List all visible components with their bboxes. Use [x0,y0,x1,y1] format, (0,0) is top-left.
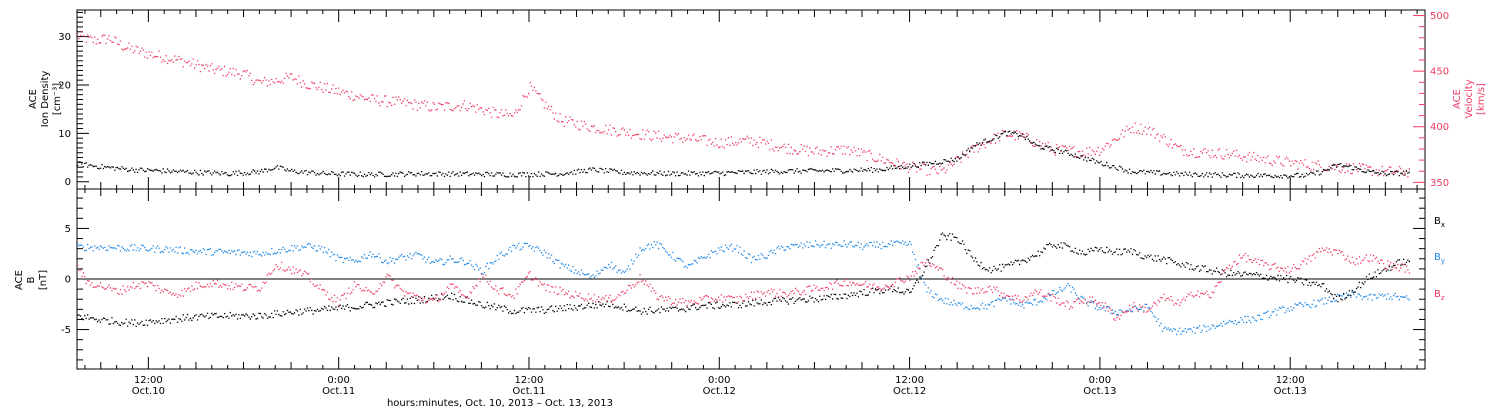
x-tick-time: 12:00 [1276,375,1305,386]
ylabel-line: Velocity [1464,79,1475,118]
x-tick-time: 12:00 [134,375,163,386]
top-right-tick-label: 450 [1430,67,1449,78]
velocity-series [77,31,1410,178]
density-series-dots [77,130,1410,179]
ylabel-line: [km/s] [1476,83,1487,115]
x-tick-time: 12:00 [895,375,924,386]
top-left-tick-label: 0 [65,177,71,188]
panel-top: 0 10 20 30 350 400 450 500 [58,9,1449,190]
bz-series [77,247,1410,321]
bx-series [77,232,1410,327]
top-right-ylabel: ACE Velocity [km/s] [1452,79,1487,118]
ylabel-line: ACE [28,89,39,109]
density-series [77,130,1410,179]
x-axis-label: hours:minutes, Oct. 10, 2013 – Oct. 13, … [387,398,613,409]
bottom-tick-label: -5 [61,325,71,336]
x-tick-time: 12:00 [515,375,544,386]
top-right-tick-label: 400 [1430,122,1449,133]
bottom-ylabel: ACE B [nT] [14,270,49,290]
ylabel-line: ACE [14,270,25,290]
x-tick-time: 0:00 [1089,375,1111,386]
legend-entry: By [1434,252,1445,265]
legend-entry: Bz [1434,289,1445,302]
top-left-tick-label: 20 [58,80,71,91]
bottom-tick-label: 0 [65,275,71,286]
x-tick-date: Oct.13 [1083,386,1116,397]
x-tick-date: Oct.11 [322,386,355,397]
ylabel-line: Ion Density [40,71,51,128]
top-right-tick-label: 350 [1430,178,1449,189]
by-series-dots [77,240,1410,336]
legend-entry: Bx [1434,216,1445,229]
x-tick-date: Oct.10 [132,386,165,397]
x-tick-time: 0:00 [327,375,349,386]
ylabel-line: ACE [1452,89,1463,109]
panel-bottom: -5 0 5 Bx By Bz [61,188,1445,370]
velocity-series-dots [77,31,1410,178]
ylabel-line: [nT] [38,270,49,290]
x-tick-date: Oct.11 [512,386,545,397]
x-tick-date: Oct.13 [1274,386,1307,397]
bottom-tick-label: 5 [65,224,71,235]
top-right-tick-label: 500 [1430,11,1449,22]
x-tick-date: Oct.12 [893,386,926,397]
top-left-ylabel: ACE Ion Density [cm⁻³] [28,71,63,128]
ylabel-line: [cm⁻³] [52,83,63,115]
x-tick-time: 0:00 [708,375,730,386]
by-series [77,240,1410,336]
top-panel-frame [76,9,1426,190]
x-axis: 12:00Oct.100:00Oct.1112:00Oct.110:00Oct.… [84,10,1418,397]
x-tick-date: Oct.12 [703,386,736,397]
top-left-tick-label: 10 [58,129,71,140]
top-left-tick-label: 30 [58,32,71,43]
bx-series-dots [77,232,1410,327]
ylabel-line: B [26,276,37,283]
bz-series-dots [77,247,1410,321]
